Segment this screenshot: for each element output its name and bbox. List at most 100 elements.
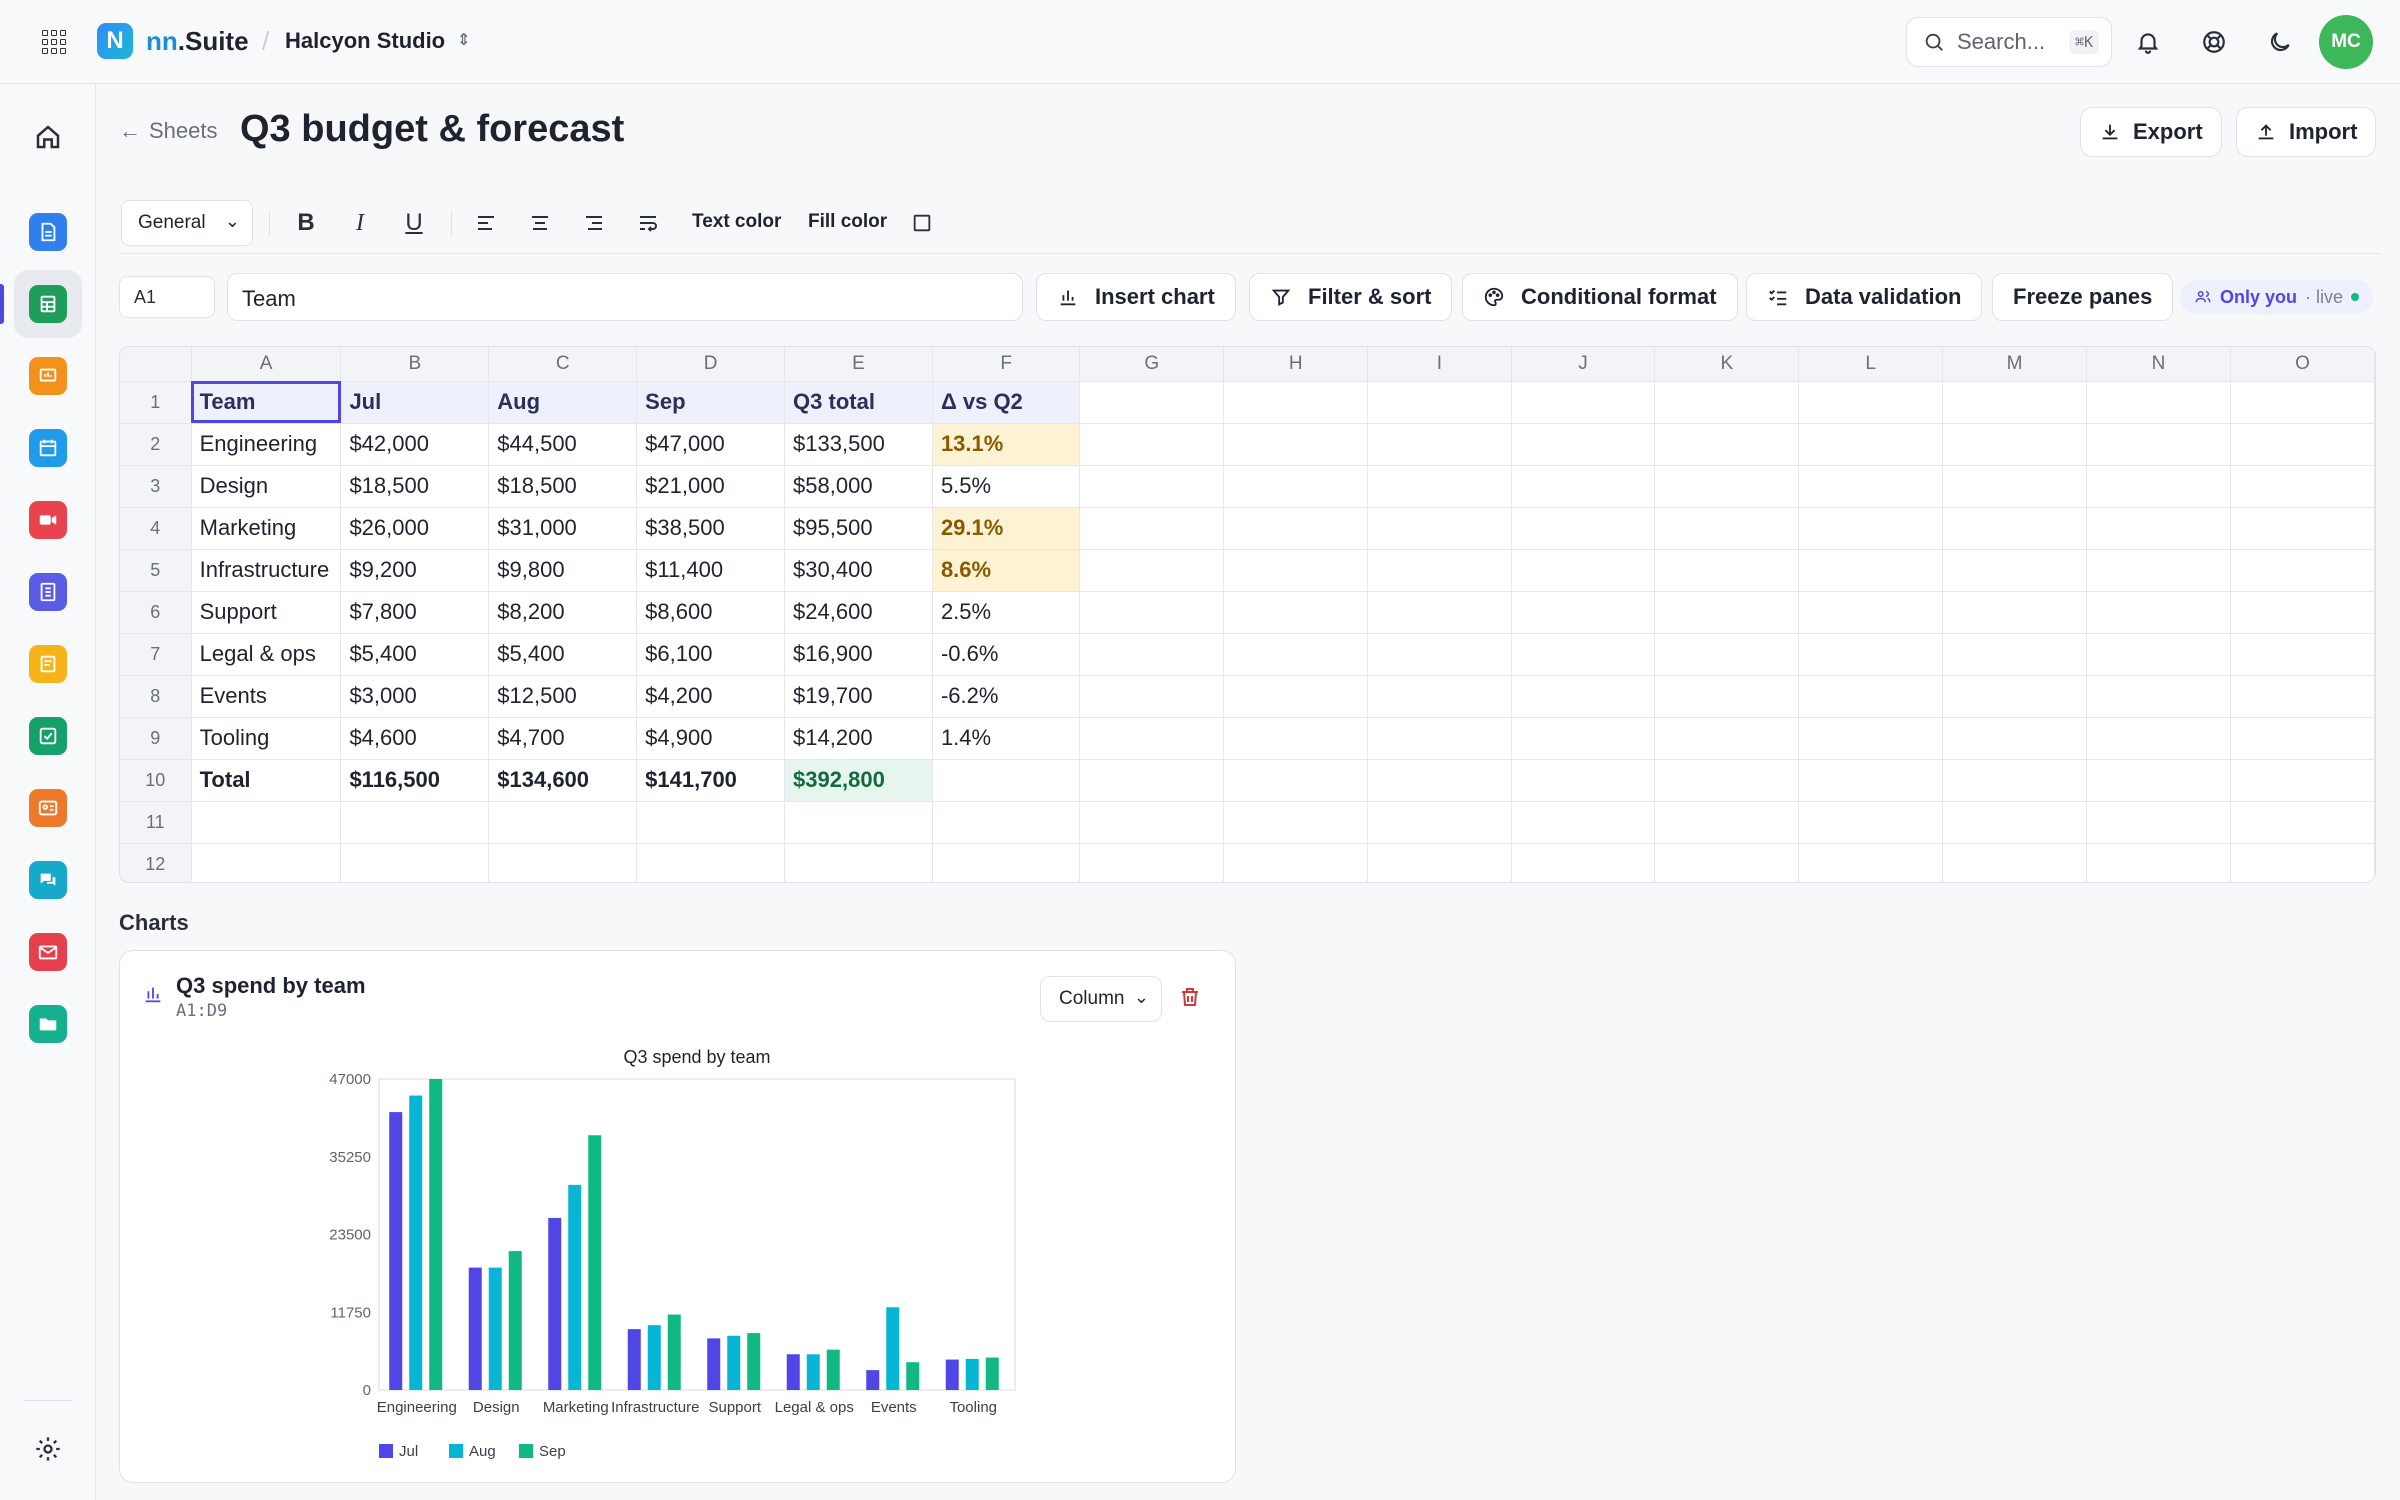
- sheet-cell[interactable]: [636, 843, 786, 882]
- column-header[interactable]: M: [1942, 347, 2088, 382]
- sheet-cell[interactable]: 13.1%: [932, 423, 1081, 466]
- sheet-cell[interactable]: 8.6%: [932, 549, 1081, 592]
- sheet-cell[interactable]: [2086, 801, 2231, 844]
- bell-icon[interactable]: [2132, 26, 2164, 58]
- sheet-cell[interactable]: [2086, 633, 2231, 676]
- sheet-cell[interactable]: [2086, 549, 2231, 592]
- sheet-cell[interactable]: [1942, 549, 2088, 592]
- sheet-cell[interactable]: [1079, 717, 1225, 760]
- sheet-cell[interactable]: [1079, 591, 1225, 634]
- sheet-cell[interactable]: Δ vs Q2: [932, 381, 1081, 424]
- sheet-cell[interactable]: $9,800: [488, 549, 638, 592]
- data-validation-button[interactable]: Data validation: [1746, 273, 1983, 321]
- sheet-cell[interactable]: -6.2%: [932, 675, 1081, 718]
- sheet-cell[interactable]: [932, 759, 1081, 802]
- sheet-cell[interactable]: [1223, 675, 1369, 718]
- column-header[interactable]: D: [636, 347, 786, 382]
- filter-sort-button[interactable]: Filter & sort: [1249, 273, 1453, 321]
- sheet-cell[interactable]: [1798, 423, 1943, 466]
- sheet-cell[interactable]: $12,500: [488, 675, 638, 718]
- sheet-cell[interactable]: [1079, 633, 1225, 676]
- column-header[interactable]: J: [1511, 347, 1656, 382]
- sheet-cell[interactable]: [1942, 759, 2088, 802]
- sheet-cell[interactable]: [1079, 465, 1225, 508]
- sheet-cell[interactable]: $44,500: [488, 423, 638, 466]
- sheet-cell[interactable]: [1511, 717, 1656, 760]
- sheet-cell[interactable]: [1511, 843, 1656, 882]
- sheet-cell[interactable]: [1079, 759, 1225, 802]
- sheet-cell[interactable]: $24,600: [784, 591, 933, 634]
- sheet-cell[interactable]: -0.6%: [932, 633, 1081, 676]
- sheet-cell[interactable]: [636, 801, 786, 844]
- sheet-cell[interactable]: $30,400: [784, 549, 933, 592]
- sheet-cell[interactable]: [1367, 759, 1512, 802]
- row-header[interactable]: 9: [120, 717, 192, 760]
- sheet-cell[interactable]: [2230, 591, 2375, 634]
- sheet-cell[interactable]: [1223, 381, 1369, 424]
- cell-reference-box[interactable]: A1: [119, 276, 215, 318]
- sheet-cell[interactable]: [1798, 801, 1943, 844]
- row-header[interactable]: 6: [120, 591, 192, 634]
- sheet-cell[interactable]: [1511, 633, 1656, 676]
- sheet-cell[interactable]: [1798, 717, 1943, 760]
- sheet-cell[interactable]: $14,200: [784, 717, 933, 760]
- sheet-cell[interactable]: $4,600: [340, 717, 490, 760]
- borders-icon[interactable]: [905, 206, 939, 240]
- sheet-cell[interactable]: [1079, 507, 1225, 550]
- sheet-cell[interactable]: $95,500: [784, 507, 933, 550]
- text-color-button[interactable]: Text color: [692, 211, 782, 232]
- sheet-cell[interactable]: $141,700: [636, 759, 786, 802]
- row-header[interactable]: 3: [120, 465, 192, 508]
- sheet-cell[interactable]: [1798, 633, 1943, 676]
- chat-app-icon[interactable]: [27, 859, 69, 901]
- sheet-cell[interactable]: Support: [191, 591, 342, 634]
- sheet-cell[interactable]: [1654, 591, 1800, 634]
- sheet-cell[interactable]: $58,000: [784, 465, 933, 508]
- sheet-cell[interactable]: [1942, 423, 2088, 466]
- sheet-cell[interactable]: [1654, 465, 1800, 508]
- sheet-cell[interactable]: [1942, 843, 2088, 882]
- sheet-cell[interactable]: [784, 843, 933, 882]
- sheet-cell[interactable]: [1367, 549, 1512, 592]
- sheet-cell[interactable]: [191, 801, 342, 844]
- sheet-cell[interactable]: [1654, 507, 1800, 550]
- sheet-cell[interactable]: [1942, 675, 2088, 718]
- sheet-cell[interactable]: [2086, 759, 2231, 802]
- sheet-cell[interactable]: [2230, 843, 2375, 882]
- sheet-cell[interactable]: [1942, 591, 2088, 634]
- sheet-cell[interactable]: [1511, 381, 1656, 424]
- sheet-cell[interactable]: Aug: [488, 381, 638, 424]
- global-search[interactable]: Search... ⌘K: [1906, 17, 2112, 67]
- bold-icon[interactable]: B: [297, 209, 315, 236]
- wrap-text-icon[interactable]: [631, 206, 665, 240]
- sheet-cell[interactable]: [1798, 591, 1943, 634]
- freeze-panes-button[interactable]: Freeze panes: [1992, 273, 2174, 321]
- row-header[interactable]: 8: [120, 675, 192, 718]
- sheet-cell[interactable]: $3,000: [340, 675, 490, 718]
- sheet-cell[interactable]: [1367, 381, 1512, 424]
- formula-input[interactable]: Team: [227, 273, 1023, 321]
- back-to-sheets-link[interactable]: ← Sheets: [119, 118, 218, 144]
- sheet-cell[interactable]: [1511, 801, 1656, 844]
- sheet-cell[interactable]: [1942, 633, 2088, 676]
- notes-app-icon[interactable]: [27, 643, 69, 685]
- column-header[interactable]: E: [784, 347, 933, 382]
- sheet-cell[interactable]: $9,200: [340, 549, 490, 592]
- align-left-icon[interactable]: [469, 206, 503, 240]
- sheet-cell[interactable]: [2230, 381, 2375, 424]
- sheet-cell[interactable]: 5.5%: [932, 465, 1081, 508]
- sheet-cell[interactable]: $8,600: [636, 591, 786, 634]
- sheet-cell[interactable]: [1367, 675, 1512, 718]
- sheet-cell[interactable]: Infrastructure: [191, 549, 342, 592]
- delete-chart-trash-icon[interactable]: [1178, 985, 1202, 1009]
- sheet-cell[interactable]: $18,500: [488, 465, 638, 508]
- sheet-cell[interactable]: [1942, 465, 2088, 508]
- sheet-cell[interactable]: [2086, 423, 2231, 466]
- sheet-cell[interactable]: [1654, 759, 1800, 802]
- sheet-cell[interactable]: [1798, 549, 1943, 592]
- sheets-app-icon[interactable]: [27, 283, 69, 325]
- sheet-cell[interactable]: $4,700: [488, 717, 638, 760]
- sheet-cell[interactable]: 2.5%: [932, 591, 1081, 634]
- sheet-cell[interactable]: [2230, 465, 2375, 508]
- sheet-cell[interactable]: [1079, 675, 1225, 718]
